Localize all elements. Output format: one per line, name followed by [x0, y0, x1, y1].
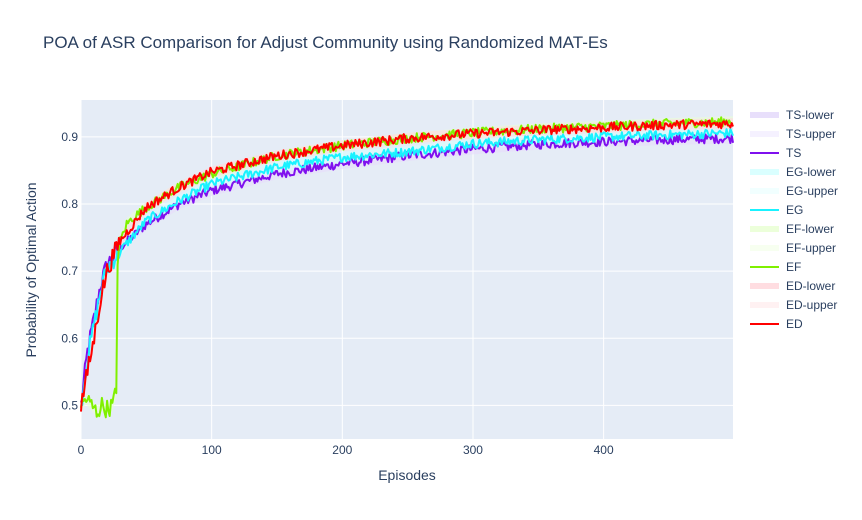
chart-title: POA of ASR Comparison for Adjust Communi…	[43, 33, 608, 52]
legend-label: EG	[786, 203, 803, 217]
x-tick-label: 400	[594, 443, 614, 457]
legend-label: EF-upper	[786, 241, 836, 255]
series-line-eg	[80, 127, 734, 406]
legend-label: TS	[786, 146, 801, 160]
legend-label: EF-lower	[786, 222, 834, 236]
legend-label: EG-lower	[786, 165, 836, 179]
series-line-ed	[80, 119, 734, 412]
y-tick-label: 0.6	[61, 331, 78, 345]
x-tick-label: 200	[332, 443, 352, 457]
y-tick-label: 0.9	[61, 130, 78, 144]
x-axis-ticks: 0 100 200 300 400	[78, 443, 614, 457]
legend-label: EG-upper	[786, 184, 838, 198]
y-axis-ticks: 0.5 0.6 0.7 0.8 0.9	[61, 130, 78, 413]
y-axis-title: Probability of Optimal Action	[23, 182, 39, 357]
x-axis-title: Episodes	[378, 467, 436, 483]
y-tick-label: 0.5	[61, 398, 78, 412]
legend-label: TS-upper	[786, 127, 836, 141]
y-tick-label: 0.7	[61, 264, 78, 278]
legend: TS-lower TS-upper TS EG-lower EG-upper EG EF-l…	[750, 108, 838, 331]
x-tick-label: 100	[202, 443, 222, 457]
legend-label: EF	[786, 260, 801, 274]
legend-label: ED-upper	[786, 298, 837, 312]
x-tick-label: 0	[78, 443, 85, 457]
series-lines	[80, 116, 734, 419]
legend-label: TS-lower	[786, 108, 834, 122]
y-tick-label: 0.8	[61, 197, 78, 211]
x-tick-label: 300	[463, 443, 483, 457]
legend-label: ED	[786, 317, 803, 331]
legend-label: ED-lower	[786, 279, 835, 293]
